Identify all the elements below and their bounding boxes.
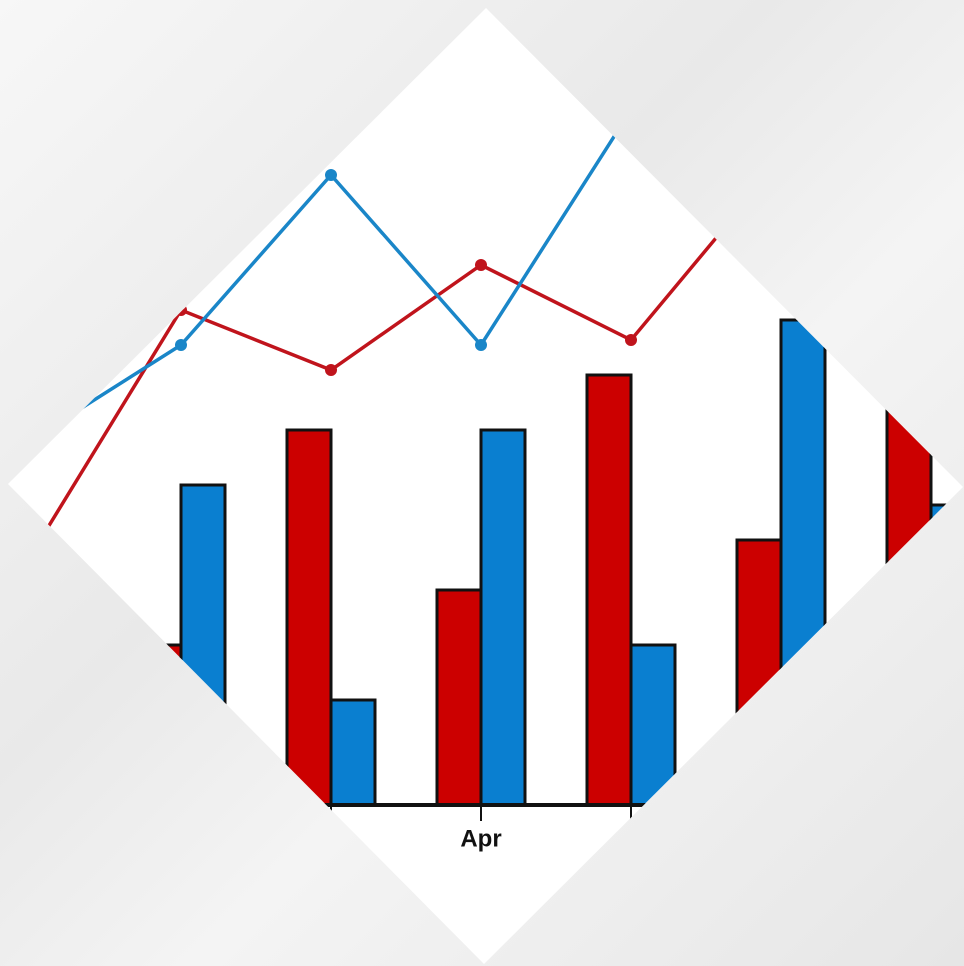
line-point	[475, 259, 487, 271]
line-point	[175, 304, 187, 316]
bar	[285, 428, 333, 807]
line-point	[925, 149, 937, 161]
bar	[435, 588, 483, 807]
line-point	[475, 339, 487, 351]
line-point	[325, 364, 337, 376]
bar	[779, 318, 827, 807]
line-point	[625, 104, 637, 116]
line-point	[625, 334, 637, 346]
line-point	[775, 154, 787, 166]
bar	[585, 373, 633, 807]
line-point	[175, 339, 187, 351]
line-point	[775, 99, 787, 111]
bar	[29, 603, 77, 807]
line-point	[25, 549, 37, 561]
bar	[8, 553, 33, 807]
x-tick-label: Apr	[460, 825, 501, 852]
bar	[885, 378, 933, 807]
bar	[629, 643, 677, 807]
bar	[735, 538, 783, 807]
bar	[479, 428, 527, 807]
line-point	[25, 434, 37, 446]
line-point	[925, 124, 937, 136]
line-point	[325, 169, 337, 181]
bar	[135, 643, 183, 807]
bar	[929, 503, 963, 807]
bar	[329, 698, 377, 807]
bar	[179, 483, 227, 807]
